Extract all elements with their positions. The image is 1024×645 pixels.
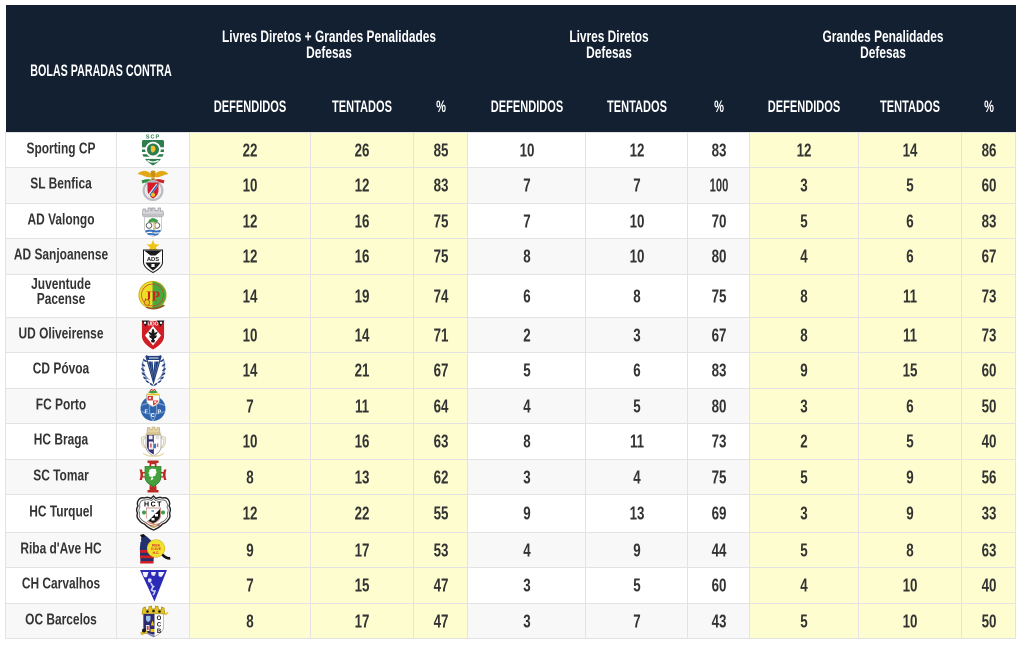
svg-text:B: B [156,629,161,635]
svg-text:F: F [145,410,149,416]
svg-text:D'AVE: D'AVE [151,547,162,551]
svg-text:H.C.: H.C. [152,551,159,555]
svg-text:C: C [156,622,161,628]
svg-text:RIBA: RIBA [151,544,160,548]
svg-text:HCT: HCT [144,502,163,509]
svg-text:P: P [158,410,162,416]
svg-text:UDO: UDO [147,321,158,327]
svg-text:SCP: SCP [146,135,160,141]
svg-text:ADS: ADS [147,257,159,263]
svg-text:O: O [156,616,161,622]
svg-text:C: C [151,413,155,419]
